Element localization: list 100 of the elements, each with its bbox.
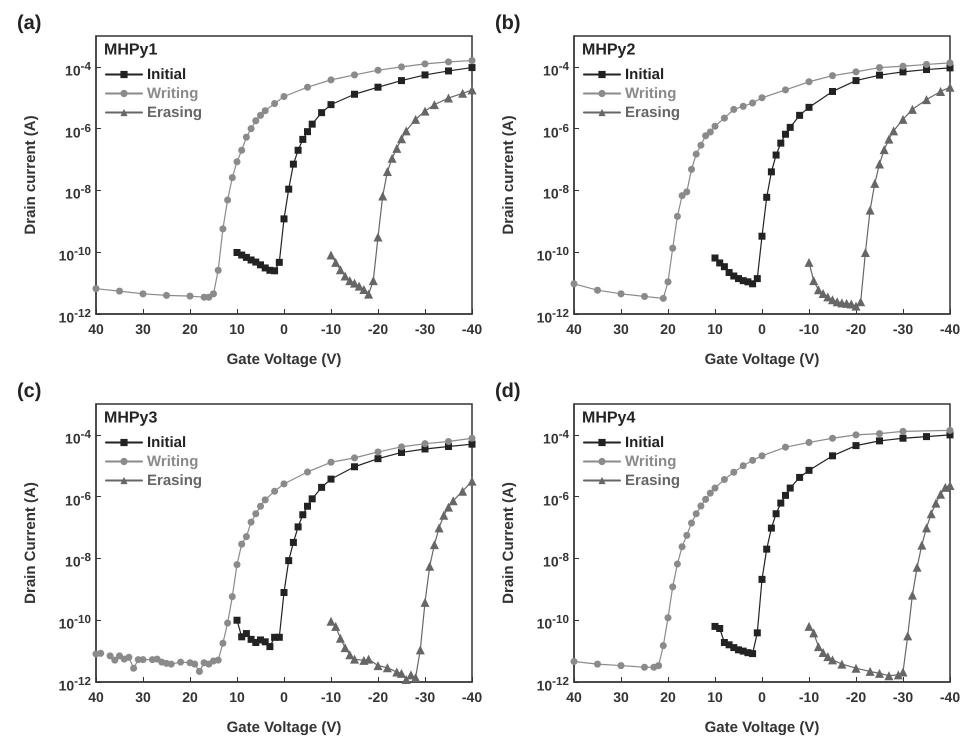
- point: [350, 654, 359, 664]
- point: [664, 614, 672, 622]
- y-tick-label: 10$^{-6}$: [65, 120, 91, 140]
- point: [331, 258, 340, 267]
- point: [242, 134, 250, 141]
- point: [852, 664, 860, 673]
- y-tick-label: 10$^{-6}$: [65, 488, 91, 508]
- point: [228, 593, 236, 600]
- point: [186, 292, 194, 300]
- x-tick-label: 30: [613, 689, 629, 705]
- chart-title: (b): [495, 12, 521, 34]
- point: [402, 675, 411, 684]
- point: [782, 130, 789, 138]
- point: [931, 498, 940, 508]
- x-tick-label: -30: [414, 689, 436, 705]
- point: [345, 650, 354, 660]
- point: [782, 492, 789, 499]
- x-tick-label: -30: [414, 321, 436, 337]
- y-tick-label: 10$^{-4}$: [543, 58, 569, 79]
- legend-title: MHPy4: [582, 410, 636, 426]
- point: [382, 167, 392, 176]
- point: [262, 496, 269, 504]
- point: [806, 104, 812, 111]
- point: [228, 174, 236, 182]
- x-tick-label: 40: [566, 321, 582, 337]
- y-axis-title: Drain current (A): [22, 115, 39, 235]
- point: [234, 616, 240, 624]
- point: [730, 106, 738, 113]
- x-tick-label: -30: [892, 689, 914, 705]
- point: [422, 440, 428, 448]
- point: [422, 71, 428, 78]
- point: [97, 650, 104, 657]
- point: [749, 650, 756, 658]
- x-tick-label: -20: [846, 321, 866, 337]
- point: [422, 60, 428, 68]
- point: [280, 588, 288, 596]
- x-tick-label: 0: [280, 689, 288, 705]
- point: [720, 114, 728, 122]
- point: [402, 126, 411, 136]
- point: [763, 546, 770, 553]
- point: [318, 109, 326, 116]
- legend-label: Erasing: [625, 472, 680, 489]
- legend-label: Erasing: [147, 104, 202, 121]
- point: [290, 160, 297, 168]
- point: [434, 523, 444, 532]
- point: [908, 590, 917, 600]
- point: [328, 101, 334, 108]
- point: [594, 286, 601, 294]
- point: [866, 206, 875, 215]
- point: [318, 484, 326, 491]
- point: [720, 476, 728, 483]
- legend-label: Writing: [147, 453, 198, 470]
- point: [378, 192, 388, 201]
- point: [238, 540, 246, 548]
- point: [326, 616, 336, 626]
- x-tick-label: 20: [182, 321, 198, 337]
- point: [444, 502, 453, 512]
- point: [809, 628, 818, 638]
- y-tick-label: 10$^{-8}$: [65, 550, 91, 570]
- point: [712, 484, 718, 492]
- point: [758, 576, 766, 583]
- point: [809, 276, 818, 286]
- y-tick-label: 10$^{-10}$: [536, 612, 569, 632]
- legend-label: Writing: [147, 85, 198, 102]
- y-axis-title: Drain Current (A): [22, 482, 39, 604]
- x-tick-label: 0: [758, 689, 766, 705]
- point: [917, 540, 926, 550]
- point: [219, 225, 226, 232]
- point: [720, 263, 728, 270]
- point: [908, 104, 917, 114]
- point: [706, 128, 714, 136]
- point: [829, 452, 836, 460]
- point: [374, 455, 382, 462]
- point: [328, 458, 334, 466]
- point: [234, 158, 240, 166]
- point: [804, 258, 814, 267]
- point: [866, 666, 875, 676]
- chart-title: (a): [17, 12, 42, 34]
- x-tick-label: 40: [566, 689, 582, 705]
- legend-label: Writing: [625, 85, 676, 102]
- point: [876, 72, 883, 79]
- point: [116, 288, 123, 295]
- point: [224, 620, 232, 627]
- x-tick-label: 20: [182, 689, 198, 705]
- point: [875, 668, 884, 678]
- point: [468, 440, 476, 448]
- point: [285, 186, 292, 193]
- chart-title: (d): [495, 380, 521, 402]
- point: [397, 134, 406, 144]
- x-tick-label: 20: [660, 689, 676, 705]
- point: [740, 102, 747, 110]
- point: [884, 134, 894, 144]
- point: [242, 630, 250, 638]
- point: [876, 437, 883, 444]
- point: [884, 671, 894, 680]
- point: [351, 463, 358, 470]
- legend-title: MHPy2: [582, 42, 636, 58]
- x-tick-label: 40: [88, 689, 104, 705]
- point: [875, 159, 884, 168]
- x-tick-label: -20: [368, 321, 388, 337]
